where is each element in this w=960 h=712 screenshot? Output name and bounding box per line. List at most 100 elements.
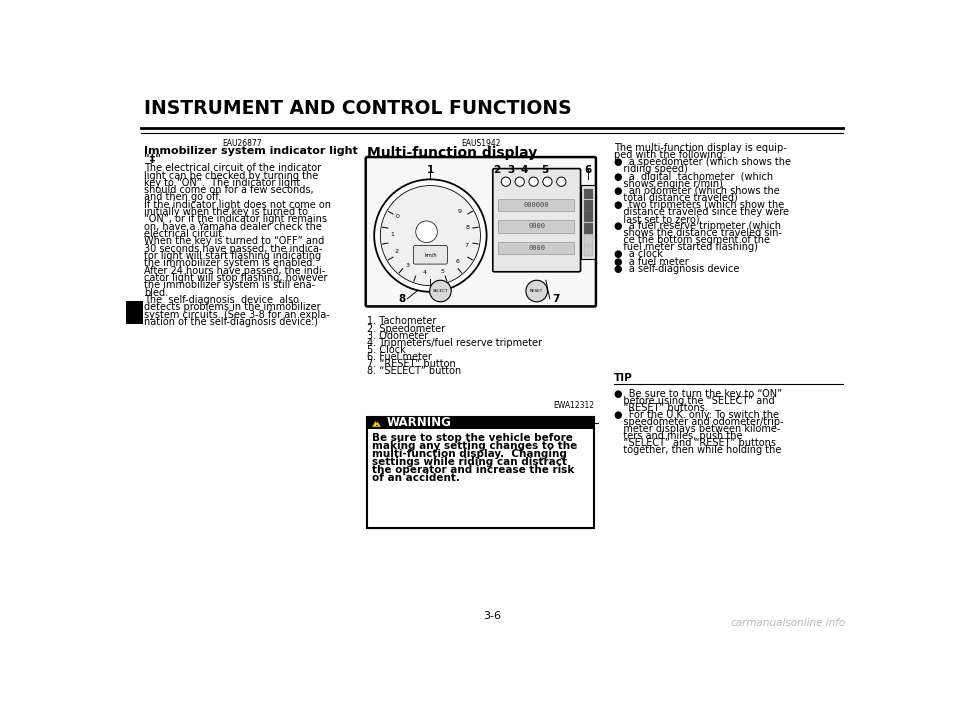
Circle shape — [374, 179, 487, 292]
Text: 1. Tachometer: 1. Tachometer — [368, 316, 437, 326]
Text: 8: 8 — [398, 294, 406, 304]
Text: 5. Clock: 5. Clock — [368, 345, 406, 355]
Text: ●  a fuel meter: ● a fuel meter — [613, 256, 688, 266]
Text: 7: 7 — [465, 244, 468, 248]
Circle shape — [430, 281, 451, 302]
Text: shows the distance traveled sin-: shows the distance traveled sin- — [613, 229, 781, 239]
Text: km/h: km/h — [424, 252, 437, 257]
Circle shape — [526, 281, 547, 302]
Bar — [584, 246, 593, 256]
Text: WARNING: WARNING — [387, 417, 451, 429]
Text: fuel meter started flashing): fuel meter started flashing) — [613, 242, 757, 252]
Text: 2. Speedometer: 2. Speedometer — [368, 323, 445, 333]
Text: 000000: 000000 — [524, 201, 549, 208]
Text: key to “ON”.  The indicator light: key to “ON”. The indicator light — [144, 178, 300, 188]
Text: detects problems in the immobilizer: detects problems in the immobilizer — [144, 302, 321, 312]
Text: 30 seconds have passed, the indica-: 30 seconds have passed, the indica- — [144, 244, 323, 253]
Text: Multi-function display: Multi-function display — [368, 145, 538, 159]
Text: meter displays between kilome-: meter displays between kilome- — [613, 424, 780, 434]
Text: 5: 5 — [540, 164, 548, 174]
Bar — [584, 211, 593, 222]
Bar — [584, 223, 593, 234]
Text: system circuits. (See 3-8 for an expla-: system circuits. (See 3-8 for an expla- — [144, 310, 329, 320]
Text: 3: 3 — [507, 164, 515, 174]
Text: INSTRUMENT AND CONTROL FUNCTIONS: INSTRUMENT AND CONTROL FUNCTIONS — [144, 99, 571, 117]
FancyBboxPatch shape — [368, 417, 594, 528]
Text: ●  a fuel reserve tripmeter (which: ● a fuel reserve tripmeter (which — [613, 221, 780, 231]
Text: electrical circuit.: electrical circuit. — [144, 229, 225, 239]
Circle shape — [416, 221, 438, 243]
Text: and then go off.: and then go off. — [144, 192, 221, 202]
Text: Be sure to stop the vehicle before: Be sure to stop the vehicle before — [372, 433, 573, 443]
Circle shape — [501, 177, 511, 187]
Text: 9: 9 — [457, 209, 462, 214]
Text: total distance traveled): total distance traveled) — [613, 193, 737, 203]
Text: 1: 1 — [391, 231, 395, 236]
Circle shape — [542, 177, 552, 187]
Text: TIP: TIP — [613, 372, 633, 382]
Text: "‡": "‡" — [144, 154, 161, 164]
Text: EAUS1942: EAUS1942 — [462, 140, 501, 148]
Text: EAU26877: EAU26877 — [223, 140, 262, 148]
Text: 7. “RESET” button: 7. “RESET” button — [368, 359, 456, 369]
Text: If the indicator light does not come on: If the indicator light does not come on — [144, 200, 331, 210]
Text: 8: 8 — [466, 225, 469, 230]
Text: before using the “SELECT” and: before using the “SELECT” and — [613, 396, 775, 406]
Text: “RESET” buttons.: “RESET” buttons. — [613, 403, 708, 413]
Text: 5: 5 — [441, 269, 444, 274]
Text: carmanualsonline.info: carmanualsonline.info — [731, 617, 846, 627]
Text: “SELECT” and “RESET” buttons: “SELECT” and “RESET” buttons — [613, 439, 776, 449]
Text: of an accident.: of an accident. — [372, 473, 460, 483]
Text: ●  Be sure to turn the key to “ON”: ● Be sure to turn the key to “ON” — [613, 389, 781, 399]
Text: 3: 3 — [131, 306, 139, 319]
FancyBboxPatch shape — [492, 169, 581, 272]
Text: ●  For the U.K. only: To switch the: ● For the U.K. only: To switch the — [613, 410, 779, 420]
Text: 3: 3 — [406, 263, 410, 268]
FancyBboxPatch shape — [366, 157, 596, 306]
Text: cator light will stop flashing, however: cator light will stop flashing, however — [144, 273, 327, 283]
Text: 4. Tripmeters/fuel reserve tripmeter: 4. Tripmeters/fuel reserve tripmeter — [368, 337, 542, 347]
Text: bled.: bled. — [144, 288, 168, 298]
Text: After 24 hours have passed, the indi-: After 24 hours have passed, the indi- — [144, 266, 325, 276]
Circle shape — [529, 177, 539, 187]
Text: 2: 2 — [395, 249, 398, 254]
Text: ●  a  digital  tachometer  (which: ● a digital tachometer (which — [613, 172, 773, 182]
Text: ●  a self-diagnosis device: ● a self-diagnosis device — [613, 263, 739, 273]
Circle shape — [557, 177, 565, 187]
Text: tor light will start flashing indicating: tor light will start flashing indicating — [144, 251, 321, 261]
Text: distance traveled since they were: distance traveled since they were — [613, 207, 789, 217]
Text: 3-6: 3-6 — [483, 611, 501, 621]
Text: the immobilizer system is still ena-: the immobilizer system is still ena- — [144, 281, 315, 290]
Text: 2: 2 — [493, 164, 500, 174]
Text: multi-function display.  Changing: multi-function display. Changing — [372, 449, 566, 459]
Text: ●  a clock: ● a clock — [613, 249, 662, 259]
Text: When the key is turned to “OFF” and: When the key is turned to “OFF” and — [144, 236, 324, 246]
FancyBboxPatch shape — [414, 246, 447, 264]
Text: ce the bottom segment of the: ce the bottom segment of the — [613, 235, 770, 245]
Polygon shape — [372, 419, 382, 427]
Circle shape — [516, 177, 524, 187]
Text: Immobilizer system indicator light: Immobilizer system indicator light — [144, 145, 358, 155]
Text: making any setting changes to the: making any setting changes to the — [372, 441, 577, 451]
Text: ●  a speedometer (which shows the: ● a speedometer (which shows the — [613, 157, 791, 167]
Bar — [584, 234, 593, 245]
Text: riding speed): riding speed) — [613, 164, 687, 174]
Text: 6: 6 — [585, 164, 592, 174]
Text: last set to zero): last set to zero) — [613, 214, 699, 224]
Text: speedometer and odometer/trip-: speedometer and odometer/trip- — [613, 417, 783, 427]
Bar — [584, 189, 593, 199]
Text: the operator and increase the risk: the operator and increase the risk — [372, 465, 574, 475]
Text: together, then while holding the: together, then while holding the — [613, 446, 781, 456]
Text: 7: 7 — [552, 294, 560, 304]
FancyBboxPatch shape — [498, 242, 574, 254]
Text: EWA12312: EWA12312 — [553, 402, 594, 410]
FancyBboxPatch shape — [498, 199, 574, 211]
Text: nation of the self-diagnosis device.): nation of the self-diagnosis device.) — [144, 317, 318, 327]
FancyBboxPatch shape — [582, 185, 595, 259]
Bar — [368, 417, 594, 429]
Text: 0: 0 — [396, 214, 399, 219]
Text: The  self-diagnosis  device  also: The self-diagnosis device also — [144, 295, 299, 305]
Text: on, have a Yamaha dealer check the: on, have a Yamaha dealer check the — [144, 221, 322, 231]
Text: ped with the following:: ped with the following: — [613, 150, 726, 160]
Text: 8. “SELECT” button: 8. “SELECT” button — [368, 366, 462, 376]
